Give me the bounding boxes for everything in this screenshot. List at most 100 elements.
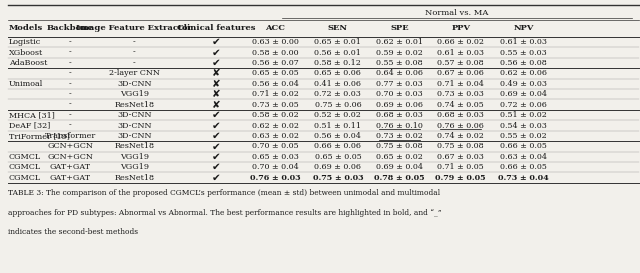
Text: 0.73 ± 0.05: 0.73 ± 0.05 (252, 101, 299, 109)
Text: 0.62 ± 0.06: 0.62 ± 0.06 (500, 69, 547, 77)
Text: CGMCL: CGMCL (9, 153, 41, 161)
Text: Logistic: Logistic (9, 38, 41, 46)
Text: Normal vs. MA: Normal vs. MA (425, 9, 489, 17)
Text: -: - (69, 38, 72, 46)
Text: GCN+GCN: GCN+GCN (47, 143, 93, 150)
Text: 0.78 ± 0.05: 0.78 ± 0.05 (374, 174, 425, 182)
Text: 0.65 ± 0.06: 0.65 ± 0.06 (314, 69, 362, 77)
Text: ✔: ✔ (212, 162, 221, 172)
Text: 0.58 ± 0.00: 0.58 ± 0.00 (252, 49, 298, 57)
Text: 0.54 ± 0.03: 0.54 ± 0.03 (500, 121, 547, 129)
Text: 0.58 ± 0.12: 0.58 ± 0.12 (314, 59, 362, 67)
Text: 0.65 ± 0.05: 0.65 ± 0.05 (252, 69, 299, 77)
Text: GAT+GAT: GAT+GAT (50, 163, 91, 171)
Text: 0.75 ± 0.08: 0.75 ± 0.08 (438, 143, 484, 150)
Text: 0.56 ± 0.07: 0.56 ± 0.07 (252, 59, 299, 67)
Text: Backbone: Backbone (47, 24, 94, 32)
Text: 0.61 ± 0.03: 0.61 ± 0.03 (500, 38, 547, 46)
Text: -: - (69, 59, 72, 67)
Text: VGG19: VGG19 (120, 153, 149, 161)
Text: -: - (133, 38, 136, 46)
Text: 0.66 ± 0.02: 0.66 ± 0.02 (437, 38, 484, 46)
Text: AdaBoost: AdaBoost (9, 59, 47, 67)
Text: 3D-CNN: 3D-CNN (117, 111, 152, 119)
Text: MHCA [31]: MHCA [31] (9, 111, 55, 119)
Text: 0.76 ± 0.10: 0.76 ± 0.10 (376, 121, 423, 129)
Text: 0.77 ± 0.03: 0.77 ± 0.03 (376, 80, 423, 88)
Text: -: - (69, 121, 72, 129)
Text: ✔: ✔ (212, 48, 221, 58)
Text: -: - (69, 101, 72, 109)
Text: indicates the second-best methods: indicates the second-best methods (8, 228, 138, 236)
Text: 0.63 ± 0.02: 0.63 ± 0.02 (252, 132, 299, 140)
Text: 0.41 ± 0.06: 0.41 ± 0.06 (314, 80, 362, 88)
Text: 0.55 ± 0.08: 0.55 ± 0.08 (376, 59, 422, 67)
Text: ✘: ✘ (212, 68, 221, 78)
Text: 0.68 ± 0.03: 0.68 ± 0.03 (376, 111, 423, 119)
Text: PPV: PPV (451, 24, 470, 32)
Text: 0.75 ± 0.06: 0.75 ± 0.06 (314, 101, 362, 109)
Text: Image Feature Extractor: Image Feature Extractor (76, 24, 193, 32)
Text: approaches for PD subtypes: Abnormal vs Abnormal. The best performance results a: approaches for PD subtypes: Abnormal vs … (8, 209, 442, 216)
Text: 0.61 ± 0.03: 0.61 ± 0.03 (437, 49, 484, 57)
Text: ✔: ✔ (212, 121, 221, 130)
Text: 0.69 ± 0.06: 0.69 ± 0.06 (314, 163, 362, 171)
Text: 2-layer CNN: 2-layer CNN (109, 69, 160, 77)
Text: XGboost: XGboost (9, 49, 44, 57)
Text: SEN: SEN (328, 24, 348, 32)
Text: 0.64 ± 0.06: 0.64 ± 0.06 (376, 69, 423, 77)
Text: 0.59 ± 0.02: 0.59 ± 0.02 (376, 49, 423, 57)
Text: 0.66 ± 0.05: 0.66 ± 0.05 (500, 163, 547, 171)
Text: 0.79 ± 0.05: 0.79 ± 0.05 (435, 174, 486, 182)
Text: 0.62 ± 0.01: 0.62 ± 0.01 (376, 38, 423, 46)
Text: VGG19: VGG19 (120, 90, 149, 98)
Text: 0.67 ± 0.06: 0.67 ± 0.06 (437, 69, 484, 77)
Text: 0.70 ± 0.05: 0.70 ± 0.05 (252, 143, 298, 150)
Text: 3D-CNN: 3D-CNN (117, 80, 152, 88)
Text: 0.65 ± 0.03: 0.65 ± 0.03 (252, 153, 299, 161)
Text: 0.73 ± 0.02: 0.73 ± 0.02 (376, 132, 423, 140)
Text: Clinical features: Clinical features (177, 24, 255, 32)
Text: ✔: ✔ (212, 110, 221, 120)
Text: 0.49 ± 0.03: 0.49 ± 0.03 (500, 80, 547, 88)
Text: 0.56 ± 0.04: 0.56 ± 0.04 (314, 132, 362, 140)
Text: 0.56 ± 0.08: 0.56 ± 0.08 (500, 59, 547, 67)
Text: 0.74 ± 0.05: 0.74 ± 0.05 (437, 101, 484, 109)
Text: 0.69 ± 0.04: 0.69 ± 0.04 (500, 90, 547, 98)
Text: ✘: ✘ (212, 89, 221, 99)
Text: -: - (133, 59, 136, 67)
Text: CGMCL: CGMCL (9, 163, 41, 171)
Text: 0.76 ± 0.06: 0.76 ± 0.06 (437, 121, 484, 129)
Text: 0.70 ± 0.03: 0.70 ± 0.03 (376, 90, 423, 98)
Text: 0.51 ± 0.02: 0.51 ± 0.02 (500, 111, 547, 119)
Text: SPE: SPE (390, 24, 409, 32)
Text: 0.58 ± 0.02: 0.58 ± 0.02 (252, 111, 299, 119)
Text: Unimoal: Unimoal (9, 80, 44, 88)
Text: 0.65 ± 0.05: 0.65 ± 0.05 (314, 153, 362, 161)
Text: GAT+GAT: GAT+GAT (50, 174, 91, 182)
Text: 3D-CNN: 3D-CNN (117, 121, 152, 129)
Text: 0.71 ± 0.04: 0.71 ± 0.04 (437, 80, 484, 88)
Text: 0.62 ± 0.02: 0.62 ± 0.02 (252, 121, 299, 129)
Text: 0.51 ± 0.11: 0.51 ± 0.11 (314, 121, 362, 129)
Text: DeAF [32]: DeAF [32] (9, 121, 51, 129)
Text: -: - (69, 90, 72, 98)
Text: TriFormer [19]: TriFormer [19] (9, 132, 70, 140)
Text: 0.75 ± 0.08: 0.75 ± 0.08 (376, 143, 422, 150)
Text: Transformer: Transformer (45, 132, 96, 140)
Text: ACC: ACC (265, 24, 285, 32)
Text: 0.68 ± 0.03: 0.68 ± 0.03 (437, 111, 484, 119)
Text: -: - (69, 80, 72, 88)
Text: ✘: ✘ (212, 79, 221, 89)
Text: 0.66 ± 0.05: 0.66 ± 0.05 (500, 143, 547, 150)
Text: 0.56 ± 0.01: 0.56 ± 0.01 (314, 49, 362, 57)
Text: 0.71 ± 0.02: 0.71 ± 0.02 (252, 90, 299, 98)
Text: 0.75 ± 0.03: 0.75 ± 0.03 (312, 174, 364, 182)
Text: ✔: ✔ (212, 131, 221, 141)
Text: ✔: ✔ (212, 173, 221, 183)
Text: -: - (69, 111, 72, 119)
Text: GCN+GCN: GCN+GCN (47, 153, 93, 161)
Text: 0.52 ± 0.02: 0.52 ± 0.02 (314, 111, 362, 119)
Text: ✔: ✔ (212, 58, 221, 68)
Text: 0.56 ± 0.04: 0.56 ± 0.04 (252, 80, 299, 88)
